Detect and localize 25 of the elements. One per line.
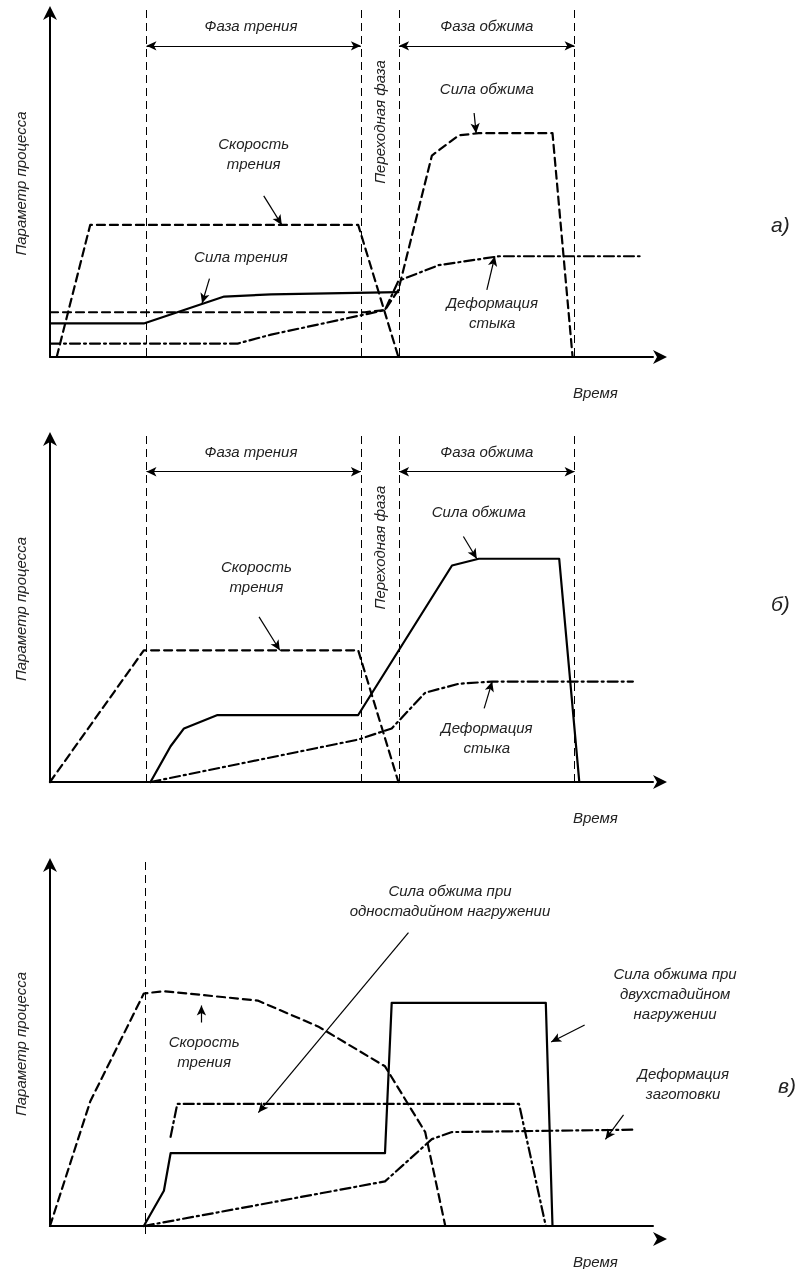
text: Фаза обжима: [440, 443, 534, 461]
annotation: Деформация заготовки: [635, 1064, 729, 1102]
annotation: Скорость трения: [168, 1033, 240, 1071]
x-axis-title: Время: [573, 809, 618, 826]
annotation: Сила трения: [194, 247, 288, 265]
annotation: Скорость трения: [218, 134, 290, 172]
annotation: Переходная фаза: [371, 485, 389, 610]
y-axis-title: Параметр процесса: [12, 536, 29, 682]
y-axis-title: Параметр процесса: [12, 971, 29, 1117]
annotation: Скорость трения: [220, 558, 292, 596]
text: а): [770, 213, 790, 237]
text: Сила обжима при одностадийном нагружении: [349, 882, 551, 920]
annotation: Сила обжима при двухстадийном нагружении: [613, 964, 738, 1022]
text: Фаза обжима: [440, 17, 534, 35]
text: Сила обжима: [431, 503, 526, 521]
y-axis-title: Параметр процесса: [12, 111, 29, 256]
text: Фаза трения: [204, 443, 298, 461]
annotation: Деформация стыка: [444, 293, 538, 331]
text: б): [770, 591, 790, 615]
annotation: Переходная фаза: [371, 60, 389, 184]
x-axis-title: Время: [573, 384, 618, 401]
text: Фаза трения: [204, 17, 298, 35]
annotation: Деформация стыка: [439, 718, 533, 756]
text: в): [778, 1074, 796, 1098]
text: Сила обжима: [439, 79, 534, 97]
